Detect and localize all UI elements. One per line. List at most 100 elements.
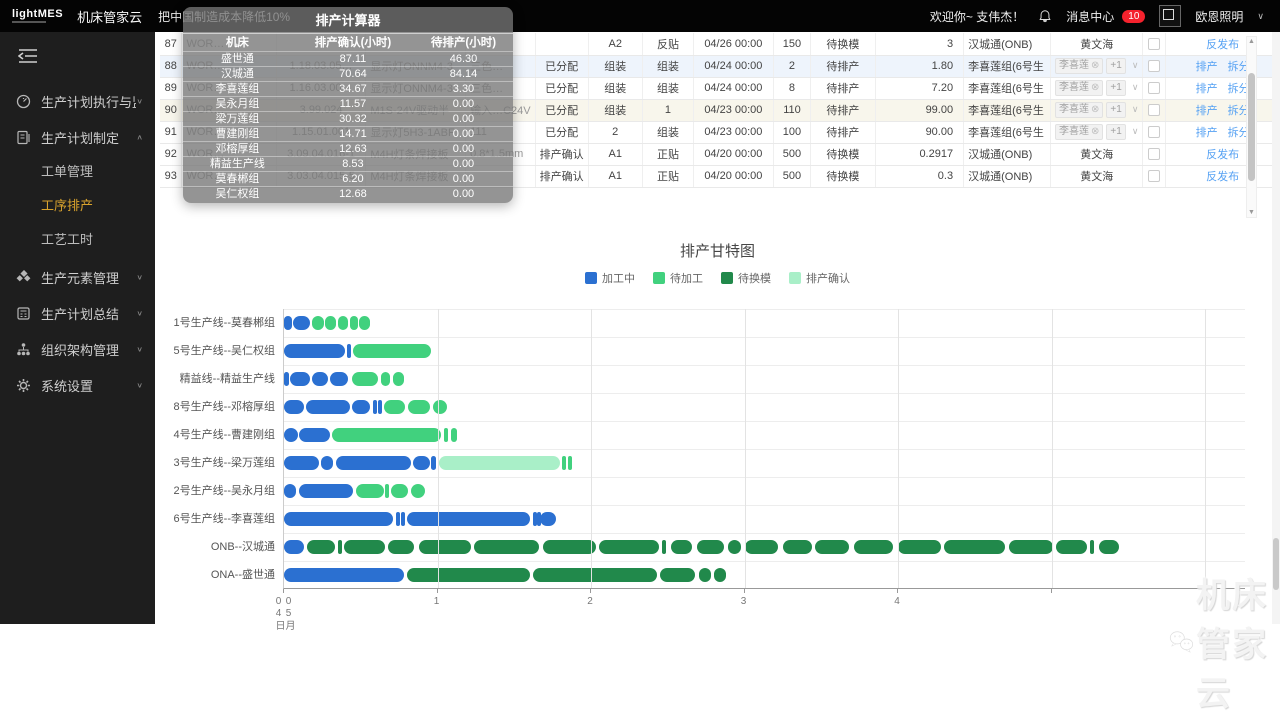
action-link-拆分[interactable]: 拆分 xyxy=(1227,127,1250,139)
person-cell: 李喜莲 ⊗ +1 ∨ xyxy=(1050,77,1144,100)
document-icon xyxy=(16,130,32,145)
status-cell: 已分配 xyxy=(535,55,589,78)
chart-legend: 加工中 待加工 待换模 排产确认 xyxy=(155,270,1280,286)
gantt-bar-segment xyxy=(474,540,539,554)
sidebar-item-2[interactable]: 生产计划制定 ∧ xyxy=(0,119,155,155)
chevron-down-icon[interactable]: ∨ xyxy=(1131,60,1139,70)
legend-item-待换模[interactable]: 待换模 xyxy=(721,270,771,286)
sidebar-item-4[interactable]: 生产计划总结 ∨ xyxy=(0,295,155,331)
chevron-down-icon[interactable]: ∨ xyxy=(1131,104,1139,114)
gantt-bar-segment xyxy=(383,400,406,414)
gantt-bar-segment xyxy=(1089,540,1095,554)
sidebar-item-5[interactable]: 组织架构管理 ∨ xyxy=(0,331,155,367)
row-checkbox[interactable] xyxy=(1148,82,1161,95)
gantt-bar-segment xyxy=(307,540,335,554)
legend-swatch xyxy=(585,272,597,284)
row-checkbox[interactable] xyxy=(1148,148,1161,161)
x-axis-tick xyxy=(1050,589,1052,593)
more-tags: +1 xyxy=(1106,80,1126,96)
process-1: A1 xyxy=(588,143,643,166)
action-link-反发布[interactable]: 反发布 xyxy=(1206,38,1240,51)
gantt-bar-segment xyxy=(815,540,849,554)
actions-cell: 排产 拆分 xyxy=(1165,55,1280,78)
gantt-bar-segment xyxy=(853,540,894,554)
chevron-down-icon[interactable]: ∨ xyxy=(1131,126,1139,136)
gantt-bar-segment xyxy=(350,316,358,330)
action-link-拆分[interactable]: 拆分 xyxy=(1227,105,1250,117)
row-checkbox[interactable] xyxy=(1148,126,1161,139)
sidebar-item-1[interactable]: 生产计划执行与监控∨ xyxy=(0,83,155,119)
gantt-bar-segment xyxy=(568,456,572,470)
person-tag: 李喜莲 ⊗ xyxy=(1055,102,1104,118)
avatar[interactable] xyxy=(1159,5,1182,27)
gantt-row-label: 5号生产线--吴仁权组 xyxy=(173,345,275,357)
company-dropdown[interactable]: 欧恩照明 xyxy=(1195,9,1244,24)
action-link-反发布[interactable]: 反发布 xyxy=(1206,171,1240,183)
modal-pending-hours: 0.00 xyxy=(452,173,475,185)
person-tag: 李喜莲 ⊗ xyxy=(1055,58,1104,74)
gantt-bar-segment xyxy=(284,428,298,442)
scroll-up-icon[interactable]: ▲ xyxy=(1248,38,1255,45)
x-axis-date-label: 05月04日 xyxy=(273,596,294,631)
modal-pending-hours: 0.00 xyxy=(452,113,475,125)
remove-tag-icon[interactable]: ⊗ xyxy=(1091,60,1100,71)
action-link-排产[interactable]: 排产 xyxy=(1195,105,1218,117)
action-link-拆分[interactable]: 拆分 xyxy=(1227,61,1250,73)
schedule-state: 待换模 xyxy=(810,143,876,166)
action-link-拆分[interactable]: 拆分 xyxy=(1227,83,1250,95)
x-axis-tick-label: 3 xyxy=(740,596,747,607)
message-center-link[interactable]: 消息中心 xyxy=(1066,9,1115,24)
gantt-bar-segment xyxy=(284,372,289,386)
remove-tag-icon[interactable]: ⊗ xyxy=(1091,104,1100,115)
gantt-bar-segment xyxy=(432,400,447,414)
gantt-bar-segment xyxy=(351,372,378,386)
x-axis-tick-label: 2 xyxy=(587,596,593,607)
row-checkbox[interactable] xyxy=(1148,37,1161,50)
legend-item-加工中[interactable]: 加工中 xyxy=(585,270,635,286)
action-link-反发布[interactable]: 反发布 xyxy=(1206,149,1240,161)
modal-pending-hours: 0.00 xyxy=(452,143,475,155)
scroll-down-icon[interactable]: ▼ xyxy=(1248,209,1255,216)
gantt-bar-segment xyxy=(385,484,390,498)
gantt-bar-segment xyxy=(330,372,349,386)
modal-col-pending: 待排产(小时) xyxy=(430,37,497,49)
sidebar-subitem-工序排产[interactable]: 工序排产 xyxy=(41,198,94,213)
scrollbar-thumb[interactable] xyxy=(1248,73,1255,181)
page-scrollbar[interactable] xyxy=(1272,32,1280,624)
hours-cell: 90.00 xyxy=(875,121,965,144)
sidebar-item-label: 组织架构管理 xyxy=(41,342,120,358)
gantt-bar-segment xyxy=(343,540,386,554)
sidebar-item-3[interactable]: 生产元素管理 ∨ xyxy=(0,259,155,295)
row-checkbox[interactable] xyxy=(1148,60,1161,73)
row-checkbox[interactable] xyxy=(1148,104,1161,117)
action-link-排产[interactable]: 排产 xyxy=(1195,83,1218,95)
schedule-state: 待排产 xyxy=(810,99,876,122)
remove-tag-icon[interactable]: ⊗ xyxy=(1091,126,1100,137)
modal-machine: 曹建刚组 xyxy=(215,128,260,140)
machine-cell: 汉城通(ONB) xyxy=(963,33,1052,56)
page-scrollbar-thumb[interactable] xyxy=(1273,538,1279,590)
gantt-bar-segment xyxy=(540,512,556,526)
bell-icon[interactable] xyxy=(1038,9,1052,23)
chevron-down-icon[interactable]: ∨ xyxy=(1131,82,1139,92)
legend-item-待加工[interactable]: 待加工 xyxy=(653,270,703,286)
action-link-排产[interactable]: 排产 xyxy=(1195,127,1218,139)
action-link-排产[interactable]: 排产 xyxy=(1195,61,1218,73)
remove-tag-icon[interactable]: ⊗ xyxy=(1091,82,1100,93)
org-icon xyxy=(16,342,32,357)
x-axis-tick xyxy=(283,589,284,593)
sidebar-collapse-icon[interactable] xyxy=(0,32,155,83)
sidebar-subitem-工单管理[interactable]: 工单管理 xyxy=(41,164,94,179)
modal-col-confirm: 排产确认(小时) xyxy=(314,37,392,49)
sidebar-item-6[interactable]: 系统设置 ∨ xyxy=(0,367,155,403)
row-checkbox[interactable] xyxy=(1148,170,1161,183)
table-scrollbar[interactable]: ▲ ▼ xyxy=(1246,36,1257,218)
legend-item-排产确认[interactable]: 排产确认 xyxy=(789,270,850,286)
machine-cell: 汉城通(ONB) xyxy=(963,143,1052,166)
gantt-bar-segment xyxy=(698,568,711,582)
sidebar-subitem-工艺工时[interactable]: 工艺工时 xyxy=(41,232,94,247)
gantt-bar-segment xyxy=(1099,540,1120,554)
sidebar-item-label: 生产计划制定 xyxy=(41,130,120,146)
modal-row: 盛世通 87.11 46.30 xyxy=(183,52,513,67)
modal-confirm-hours: 12.68 xyxy=(339,188,367,200)
